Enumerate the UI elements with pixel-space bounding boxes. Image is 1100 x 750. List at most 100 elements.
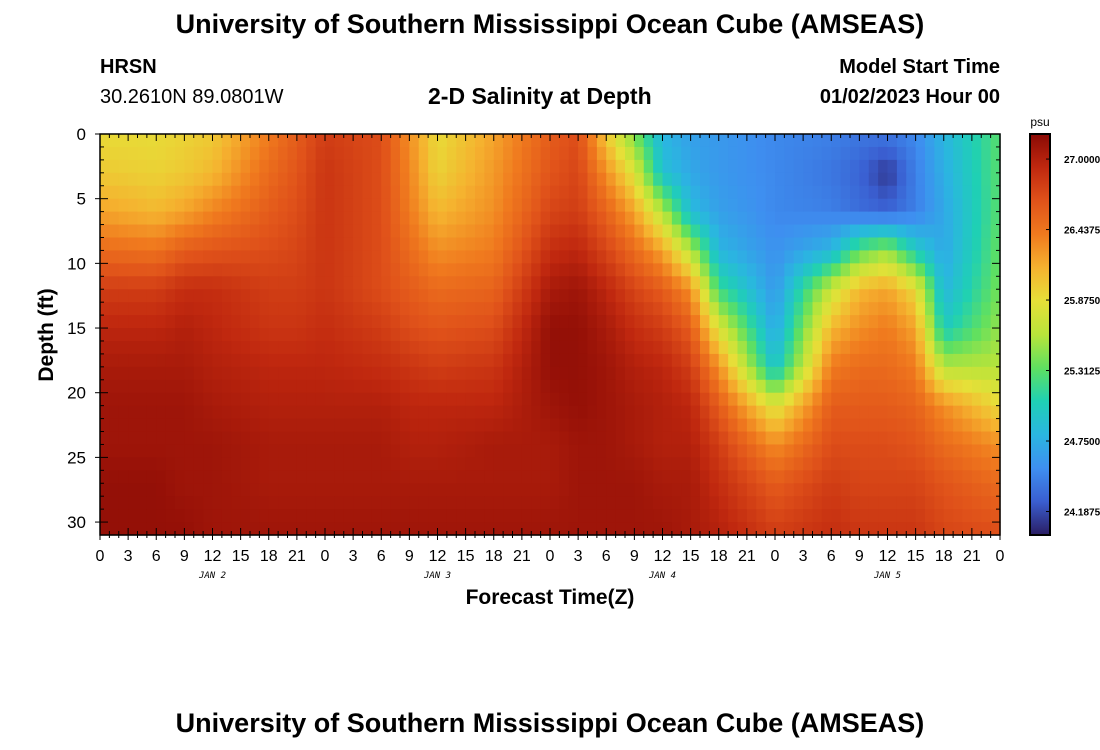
heatmap-cell — [503, 289, 514, 303]
heatmap-cell — [362, 328, 373, 342]
heatmap-cell — [925, 302, 935, 316]
heatmap-cell — [493, 289, 504, 303]
heatmap-cell — [775, 431, 785, 446]
heatmap-cell — [315, 340, 326, 355]
heatmap-cell — [831, 224, 842, 239]
heatmap-cell — [315, 431, 326, 446]
heatmap-cell — [615, 457, 626, 471]
heatmap-cell — [643, 444, 654, 458]
heatmap-cell — [559, 134, 570, 148]
heatmap-cell — [268, 134, 279, 148]
heatmap-cell — [990, 263, 1001, 277]
heatmap-cell — [709, 379, 720, 394]
heatmap-cell — [643, 211, 654, 226]
heatmap-cell — [287, 379, 298, 394]
heatmap-cell — [784, 340, 795, 355]
heatmap-cell — [737, 250, 748, 264]
heatmap-cell — [756, 457, 767, 471]
x-tick-label: 21 — [738, 548, 756, 565]
heatmap-cell — [118, 185, 129, 200]
x-tick-label: 12 — [204, 548, 222, 565]
heatmap-cell — [559, 418, 570, 433]
heatmap-cell — [906, 250, 917, 264]
heatmap-cell — [484, 302, 495, 316]
heatmap-cell — [690, 483, 701, 497]
heatmap-cell — [606, 379, 617, 394]
heatmap-cell — [981, 431, 992, 446]
heatmap-cell — [456, 431, 467, 446]
heatmap-cell — [681, 470, 692, 484]
heatmap-cell — [231, 444, 242, 458]
heatmap-cell — [456, 379, 467, 394]
heatmap-cell — [165, 457, 176, 471]
heatmap-cell — [306, 444, 317, 458]
heatmap-cell — [540, 172, 551, 187]
heatmap-cell — [381, 134, 392, 148]
heatmap-cell — [756, 302, 767, 316]
heatmap-cell — [465, 340, 476, 355]
heatmap-cell — [493, 302, 504, 316]
heatmap-cell — [381, 522, 392, 536]
heatmap-cell — [634, 522, 645, 536]
heatmap-cell — [568, 483, 579, 497]
heatmap-cell — [821, 224, 832, 239]
heatmap-cell — [821, 457, 832, 471]
heatmap-cell — [821, 185, 832, 200]
heatmap-cell — [887, 353, 898, 368]
heatmap-cell — [859, 405, 870, 420]
heatmap-cell — [821, 522, 832, 536]
heatmap-cell — [906, 224, 917, 239]
heatmap-cell — [287, 509, 298, 523]
heatmap-cell — [250, 250, 260, 264]
heatmap-cell — [700, 522, 710, 536]
heatmap-cell — [840, 172, 851, 187]
heatmap-cell — [381, 224, 392, 239]
heatmap-cell — [418, 172, 429, 187]
heatmap-cell — [175, 379, 185, 394]
x-tick-label: 12 — [654, 548, 672, 565]
heatmap-cell — [896, 340, 907, 355]
heatmap-cell — [812, 418, 823, 433]
heatmap-cell — [456, 250, 467, 264]
x-tick-label: 6 — [827, 548, 836, 565]
heatmap-cell — [896, 366, 907, 381]
heatmap-cell — [456, 185, 467, 200]
heatmap-cell — [812, 444, 823, 458]
heatmap-cell — [231, 211, 242, 226]
heatmap-cell — [915, 444, 926, 458]
heatmap-cell — [184, 134, 195, 148]
heatmap-cell — [709, 172, 720, 187]
heatmap-cell — [700, 418, 710, 433]
heatmap-cell — [662, 444, 673, 458]
heatmap-cell — [212, 237, 223, 252]
heatmap-cell — [531, 159, 542, 174]
heatmap-cell — [643, 509, 654, 523]
heatmap-cell — [184, 250, 195, 264]
heatmap-cell — [896, 353, 907, 368]
heatmap-cell — [296, 457, 307, 471]
heatmap-cell — [409, 509, 420, 523]
heatmap-cell — [371, 289, 382, 303]
heatmap-cell — [990, 146, 1001, 161]
x-tick-label: 21 — [963, 548, 981, 565]
heatmap-cell — [578, 237, 589, 252]
heatmap-cell — [718, 315, 729, 329]
heatmap-cell — [400, 198, 410, 213]
heatmap-cell — [578, 276, 589, 290]
heatmap-cell — [437, 340, 448, 355]
heatmap-cell — [943, 392, 954, 407]
heatmap-cell — [615, 431, 626, 446]
heatmap-cell — [559, 509, 570, 523]
heatmap-cell — [531, 379, 542, 394]
heatmap-cell — [475, 457, 485, 471]
heatmap-cell — [250, 315, 260, 329]
heatmap-cell — [381, 237, 392, 252]
heatmap-cell — [184, 211, 195, 226]
heatmap-cell — [971, 418, 982, 433]
heatmap-cell — [465, 159, 476, 174]
heatmap-cell — [503, 483, 514, 497]
heatmap-cell — [587, 328, 598, 342]
heatmap-cell — [193, 470, 204, 484]
heatmap-cell — [718, 340, 729, 355]
heatmap-cell — [606, 159, 617, 174]
